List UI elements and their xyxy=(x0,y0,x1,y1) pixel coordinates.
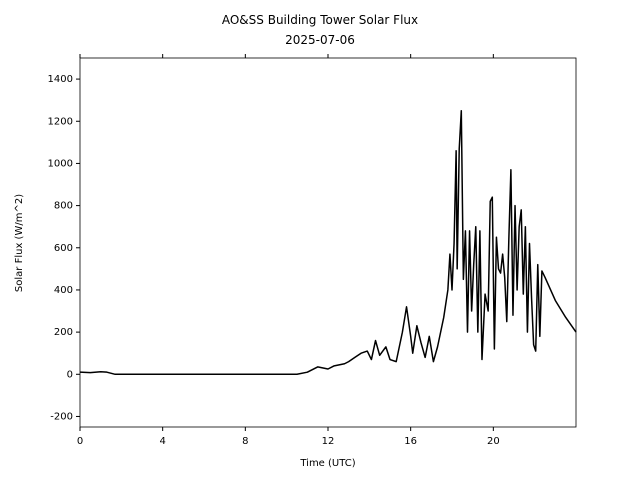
chart-title: AO&SS Building Tower Solar Flux xyxy=(222,13,418,27)
y-tick-label: 400 xyxy=(54,285,73,296)
data-line xyxy=(79,109,577,376)
y-tick-label: 1400 xyxy=(48,74,73,85)
y-axis-label: Solar Flux (W/m^2) xyxy=(14,194,25,292)
x-axis-label: Time (UTC) xyxy=(299,458,355,469)
y-tick-label: -200 xyxy=(50,411,73,422)
y-tick-label: 600 xyxy=(54,243,73,254)
x-tick-label: 12 xyxy=(322,436,335,447)
plot-frame xyxy=(79,57,577,428)
x-tick-label: 20 xyxy=(487,436,500,447)
y-tick-label: 800 xyxy=(54,201,73,212)
x-tick-label: 0 xyxy=(77,436,83,447)
y-tick-label: 200 xyxy=(54,327,73,338)
chart-subtitle: 2025-07-06 xyxy=(285,33,355,47)
y-tick-label: 1200 xyxy=(48,116,73,127)
x-tick-label: 4 xyxy=(159,436,165,447)
x-tick-label: 16 xyxy=(404,436,417,447)
y-tick-label: 0 xyxy=(67,369,73,380)
x-tick-label: 8 xyxy=(242,436,248,447)
y-tick-label: 1000 xyxy=(48,158,73,169)
